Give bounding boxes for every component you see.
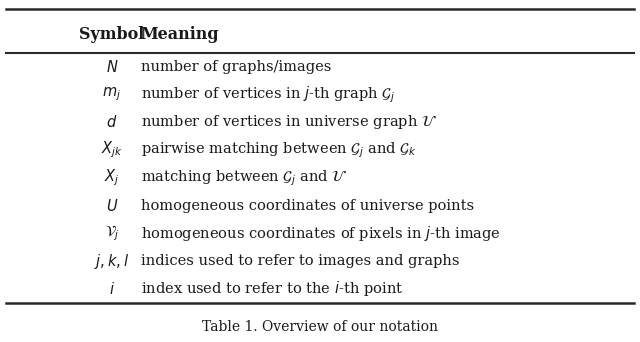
Text: matching between $\mathcal{G}_j$ and $\mathcal{U}$: matching between $\mathcal{G}_j$ and $\m… xyxy=(141,168,348,188)
Text: $N$: $N$ xyxy=(106,59,118,75)
Text: indices used to refer to images and graphs: indices used to refer to images and grap… xyxy=(141,254,460,268)
Text: Table 1. Overview of our notation: Table 1. Overview of our notation xyxy=(202,320,438,333)
Text: homogeneous coordinates of universe points: homogeneous coordinates of universe poin… xyxy=(141,199,474,213)
Text: number of vertices in universe graph $\mathcal{U}$: number of vertices in universe graph $\m… xyxy=(141,113,437,131)
Text: pairwise matching between $\mathcal{G}_j$ and $\mathcal{G}_k$: pairwise matching between $\mathcal{G}_j… xyxy=(141,140,416,160)
Text: $U$: $U$ xyxy=(106,198,118,214)
Text: number of graphs/images: number of graphs/images xyxy=(141,60,331,74)
Text: $\mathcal{V}_j$: $\mathcal{V}_j$ xyxy=(105,224,119,243)
Text: $j, k, l$: $j, k, l$ xyxy=(95,252,129,271)
Text: Symbol: Symbol xyxy=(79,26,145,43)
Text: $X_{jk}$: $X_{jk}$ xyxy=(101,140,123,160)
Text: $X_j$: $X_j$ xyxy=(104,168,120,188)
Text: number of vertices in $j$-th graph $\mathcal{G}_j$: number of vertices in $j$-th graph $\mat… xyxy=(141,84,395,105)
Text: homogeneous coordinates of pixels in $j$-th image: homogeneous coordinates of pixels in $j$… xyxy=(141,224,500,243)
Text: Meaning: Meaning xyxy=(141,26,220,43)
Text: index used to refer to the $i$-th point: index used to refer to the $i$-th point xyxy=(141,279,403,298)
Text: $i$: $i$ xyxy=(109,281,115,297)
Text: $m_j$: $m_j$ xyxy=(102,86,122,103)
Text: $d$: $d$ xyxy=(106,114,118,130)
